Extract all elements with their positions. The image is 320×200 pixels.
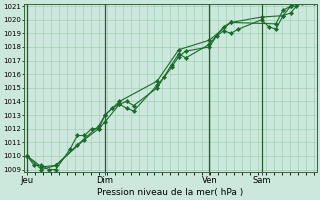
X-axis label: Pression niveau de la mer( hPa ): Pression niveau de la mer( hPa ) [97, 188, 244, 197]
